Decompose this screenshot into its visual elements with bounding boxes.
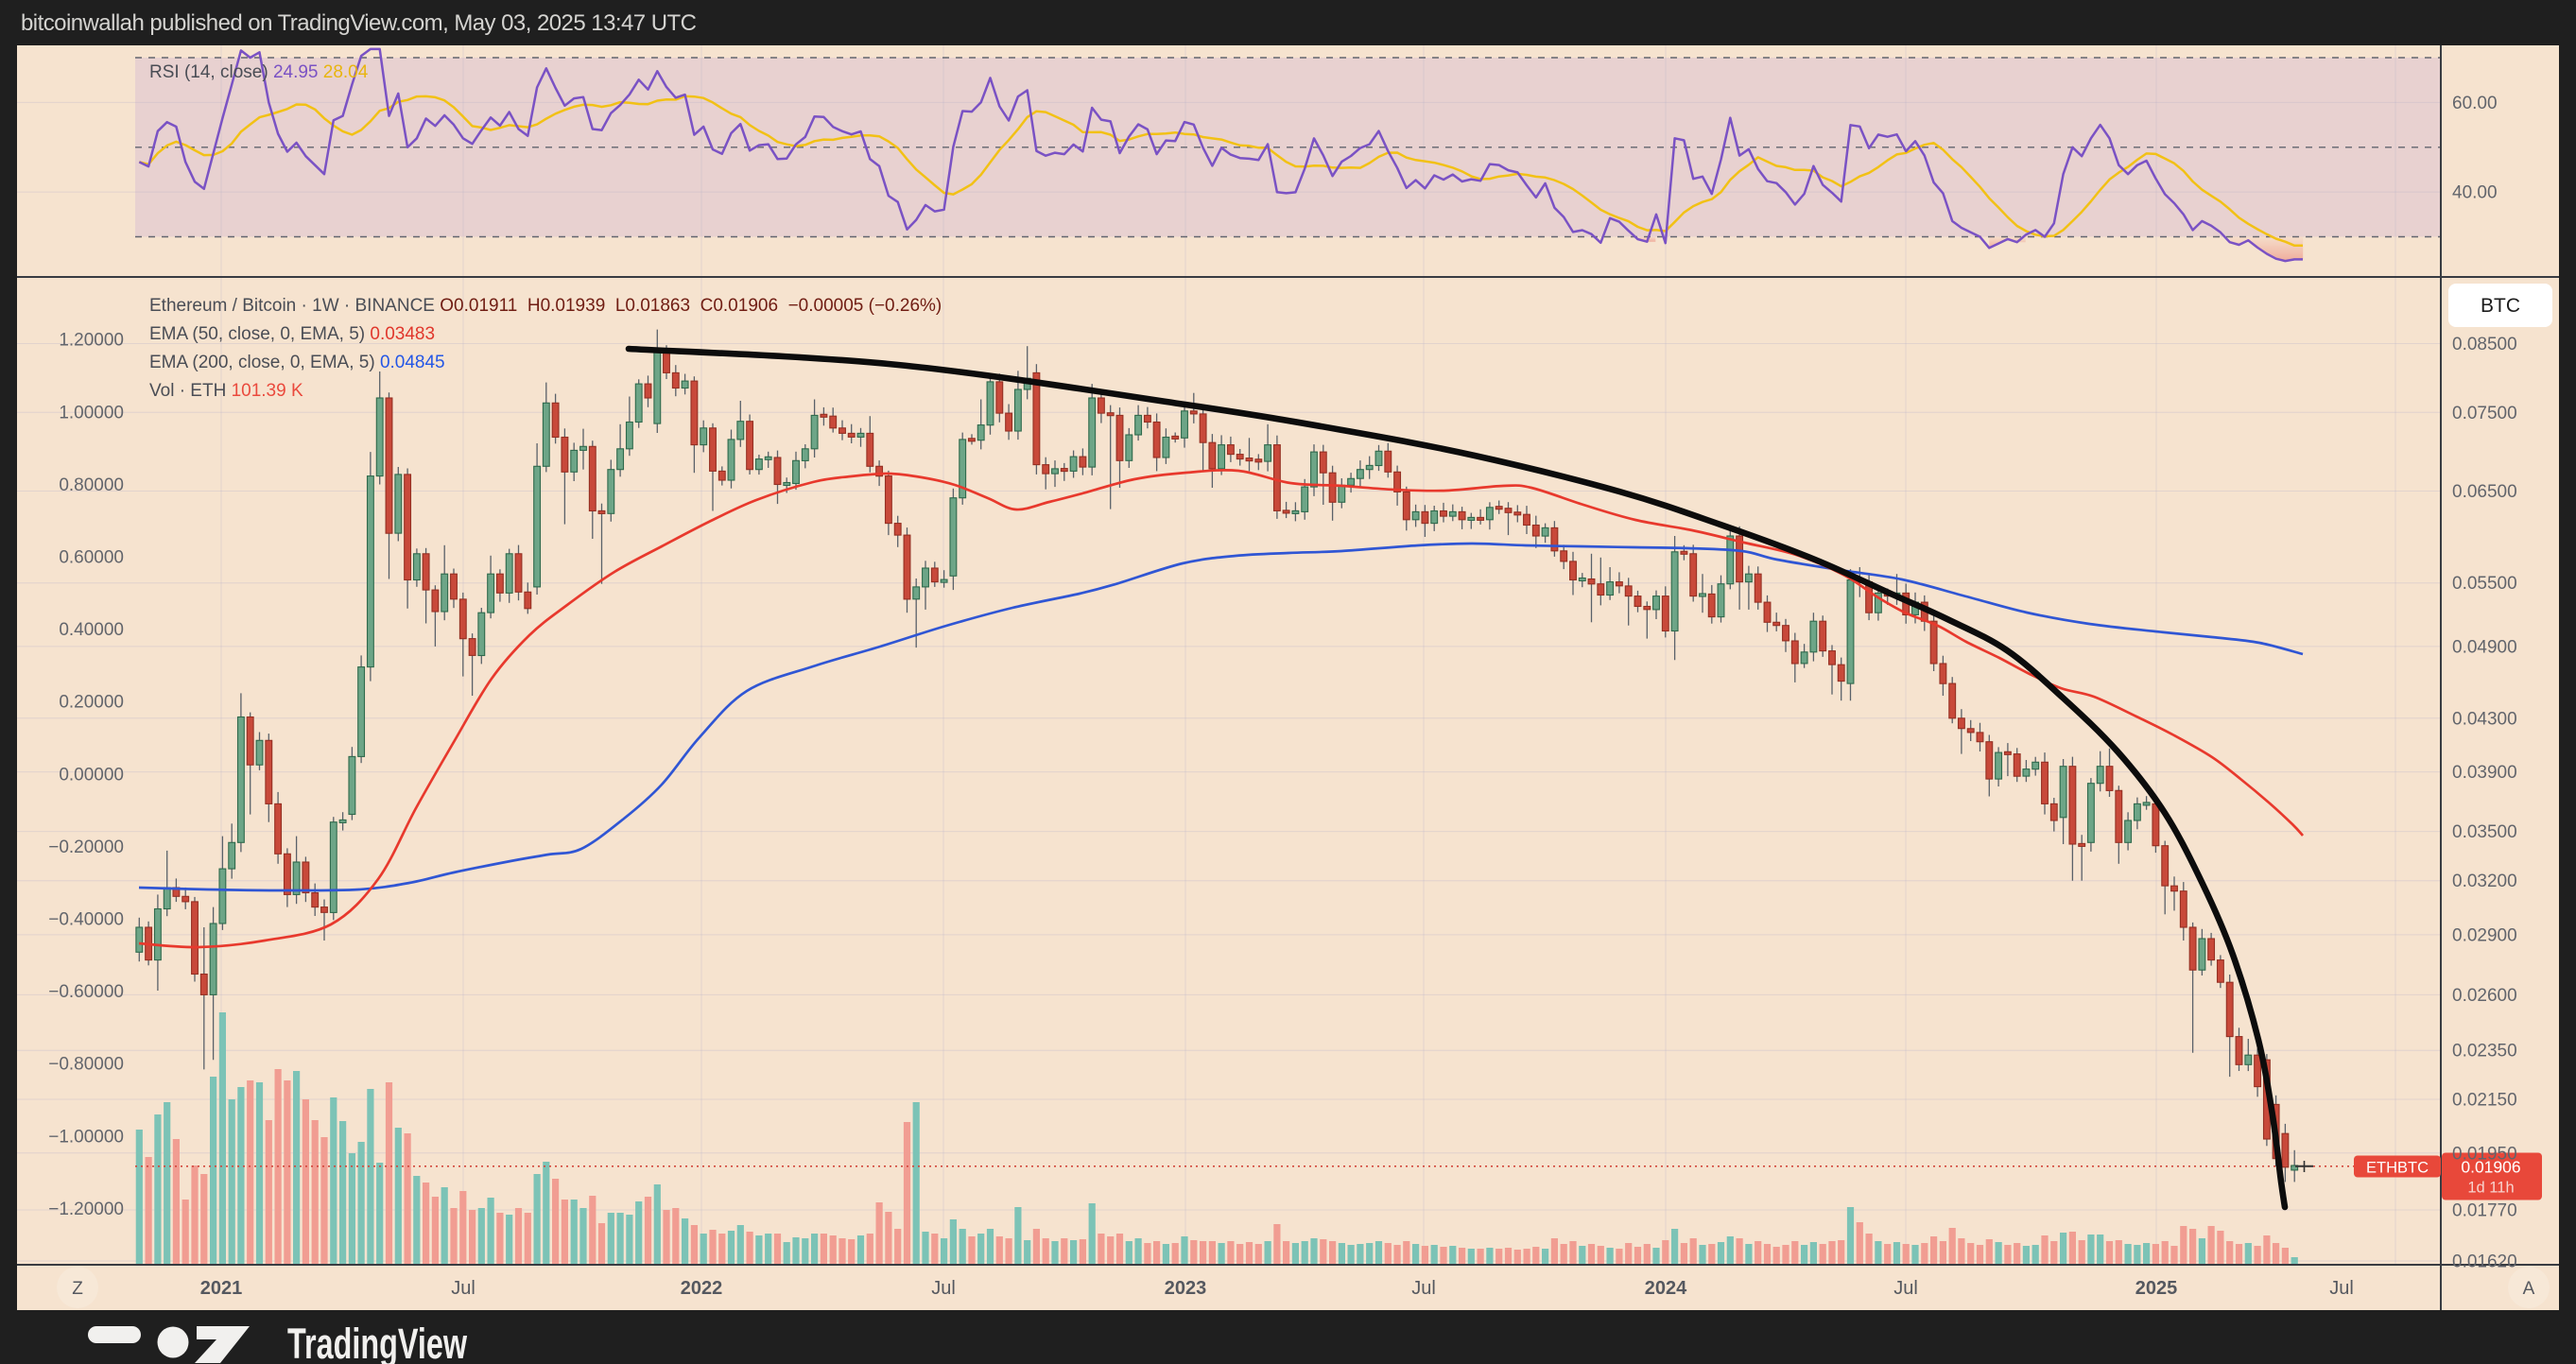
svg-text:0.02900: 0.02900	[2452, 925, 2517, 945]
svg-text:Ethereum / Bitcoin · 1W · BINA: Ethereum / Bitcoin · 1W · BINANCE O0.019…	[149, 296, 942, 316]
svg-text:0.03900: 0.03900	[2452, 763, 2517, 783]
svg-text:2021: 2021	[200, 1278, 243, 1299]
svg-text:Jul: Jul	[1893, 1278, 1918, 1299]
svg-text:1d 11h: 1d 11h	[2467, 1180, 2514, 1197]
svg-text:−0.80000: −0.80000	[48, 1055, 124, 1075]
svg-text:−1.20000: −1.20000	[48, 1200, 124, 1219]
svg-text:−0.20000: −0.20000	[48, 837, 124, 857]
svg-text:BTC: BTC	[2481, 295, 2520, 317]
svg-text:0.04900: 0.04900	[2452, 637, 2517, 657]
svg-text:0.01770: 0.01770	[2452, 1201, 2517, 1221]
svg-text:40.00: 40.00	[2452, 183, 2498, 203]
svg-text:0.01906: 0.01906	[2461, 1158, 2520, 1177]
svg-text:0.80000: 0.80000	[59, 475, 124, 495]
svg-text:RSI (14, close) 24.95 28.04: RSI (14, close) 24.95 28.04	[149, 62, 369, 82]
svg-text:0.03200: 0.03200	[2452, 872, 2517, 891]
svg-text:0.02600: 0.02600	[2452, 986, 2517, 1006]
svg-text:Jul: Jul	[931, 1278, 956, 1299]
svg-text:0.05500: 0.05500	[2452, 574, 2517, 594]
svg-text:60.00: 60.00	[2452, 94, 2498, 113]
svg-text:EMA (200, close, 0, EMA, 5) 0: EMA (200, close, 0, EMA, 5) 0.04845	[149, 353, 445, 372]
svg-text:−0.60000: −0.60000	[48, 982, 124, 1002]
svg-text:1.00000: 1.00000	[59, 403, 124, 423]
svg-text:Jul: Jul	[2329, 1278, 2354, 1299]
svg-text:TradingView: TradingView	[287, 1324, 468, 1364]
svg-text:0.00000: 0.00000	[59, 765, 124, 785]
svg-text:0.04300: 0.04300	[2452, 709, 2517, 729]
svg-text:0.06500: 0.06500	[2452, 482, 2517, 502]
svg-text:−1.00000: −1.00000	[48, 1127, 124, 1147]
svg-text:2023: 2023	[1165, 1278, 1207, 1299]
svg-text:EMA (50, close, 0, EMA, 5) 0.: EMA (50, close, 0, EMA, 5) 0.03483	[149, 324, 435, 344]
svg-text:0.20000: 0.20000	[59, 693, 124, 713]
svg-text:2025: 2025	[2135, 1278, 2178, 1299]
svg-text:0.07500: 0.07500	[2452, 404, 2517, 423]
svg-text:0.03500: 0.03500	[2452, 822, 2517, 842]
svg-text:0.02150: 0.02150	[2452, 1090, 2517, 1110]
svg-text:ETHBTC: ETHBTC	[2366, 1160, 2429, 1177]
svg-text:0.01950: 0.01950	[2452, 1144, 2517, 1164]
svg-text:0.02350: 0.02350	[2452, 1042, 2517, 1062]
svg-text:−0.40000: −0.40000	[48, 910, 124, 930]
svg-text:Vol · ETH 101.39 K: Vol · ETH 101.39 K	[149, 381, 303, 401]
svg-text:0.08500: 0.08500	[2452, 335, 2517, 354]
svg-text:Jul: Jul	[451, 1278, 475, 1299]
svg-text:A: A	[2523, 1279, 2535, 1299]
svg-text:2022: 2022	[681, 1278, 723, 1299]
svg-text:0.60000: 0.60000	[59, 548, 124, 568]
svg-text:Z: Z	[72, 1279, 83, 1299]
svg-text:Jul: Jul	[1411, 1278, 1436, 1299]
svg-text:2024: 2024	[1645, 1278, 1687, 1299]
svg-text:1.20000: 1.20000	[59, 331, 124, 351]
svg-text:0.40000: 0.40000	[59, 620, 124, 640]
svg-text:0.01620: 0.01620	[2452, 1252, 2517, 1272]
